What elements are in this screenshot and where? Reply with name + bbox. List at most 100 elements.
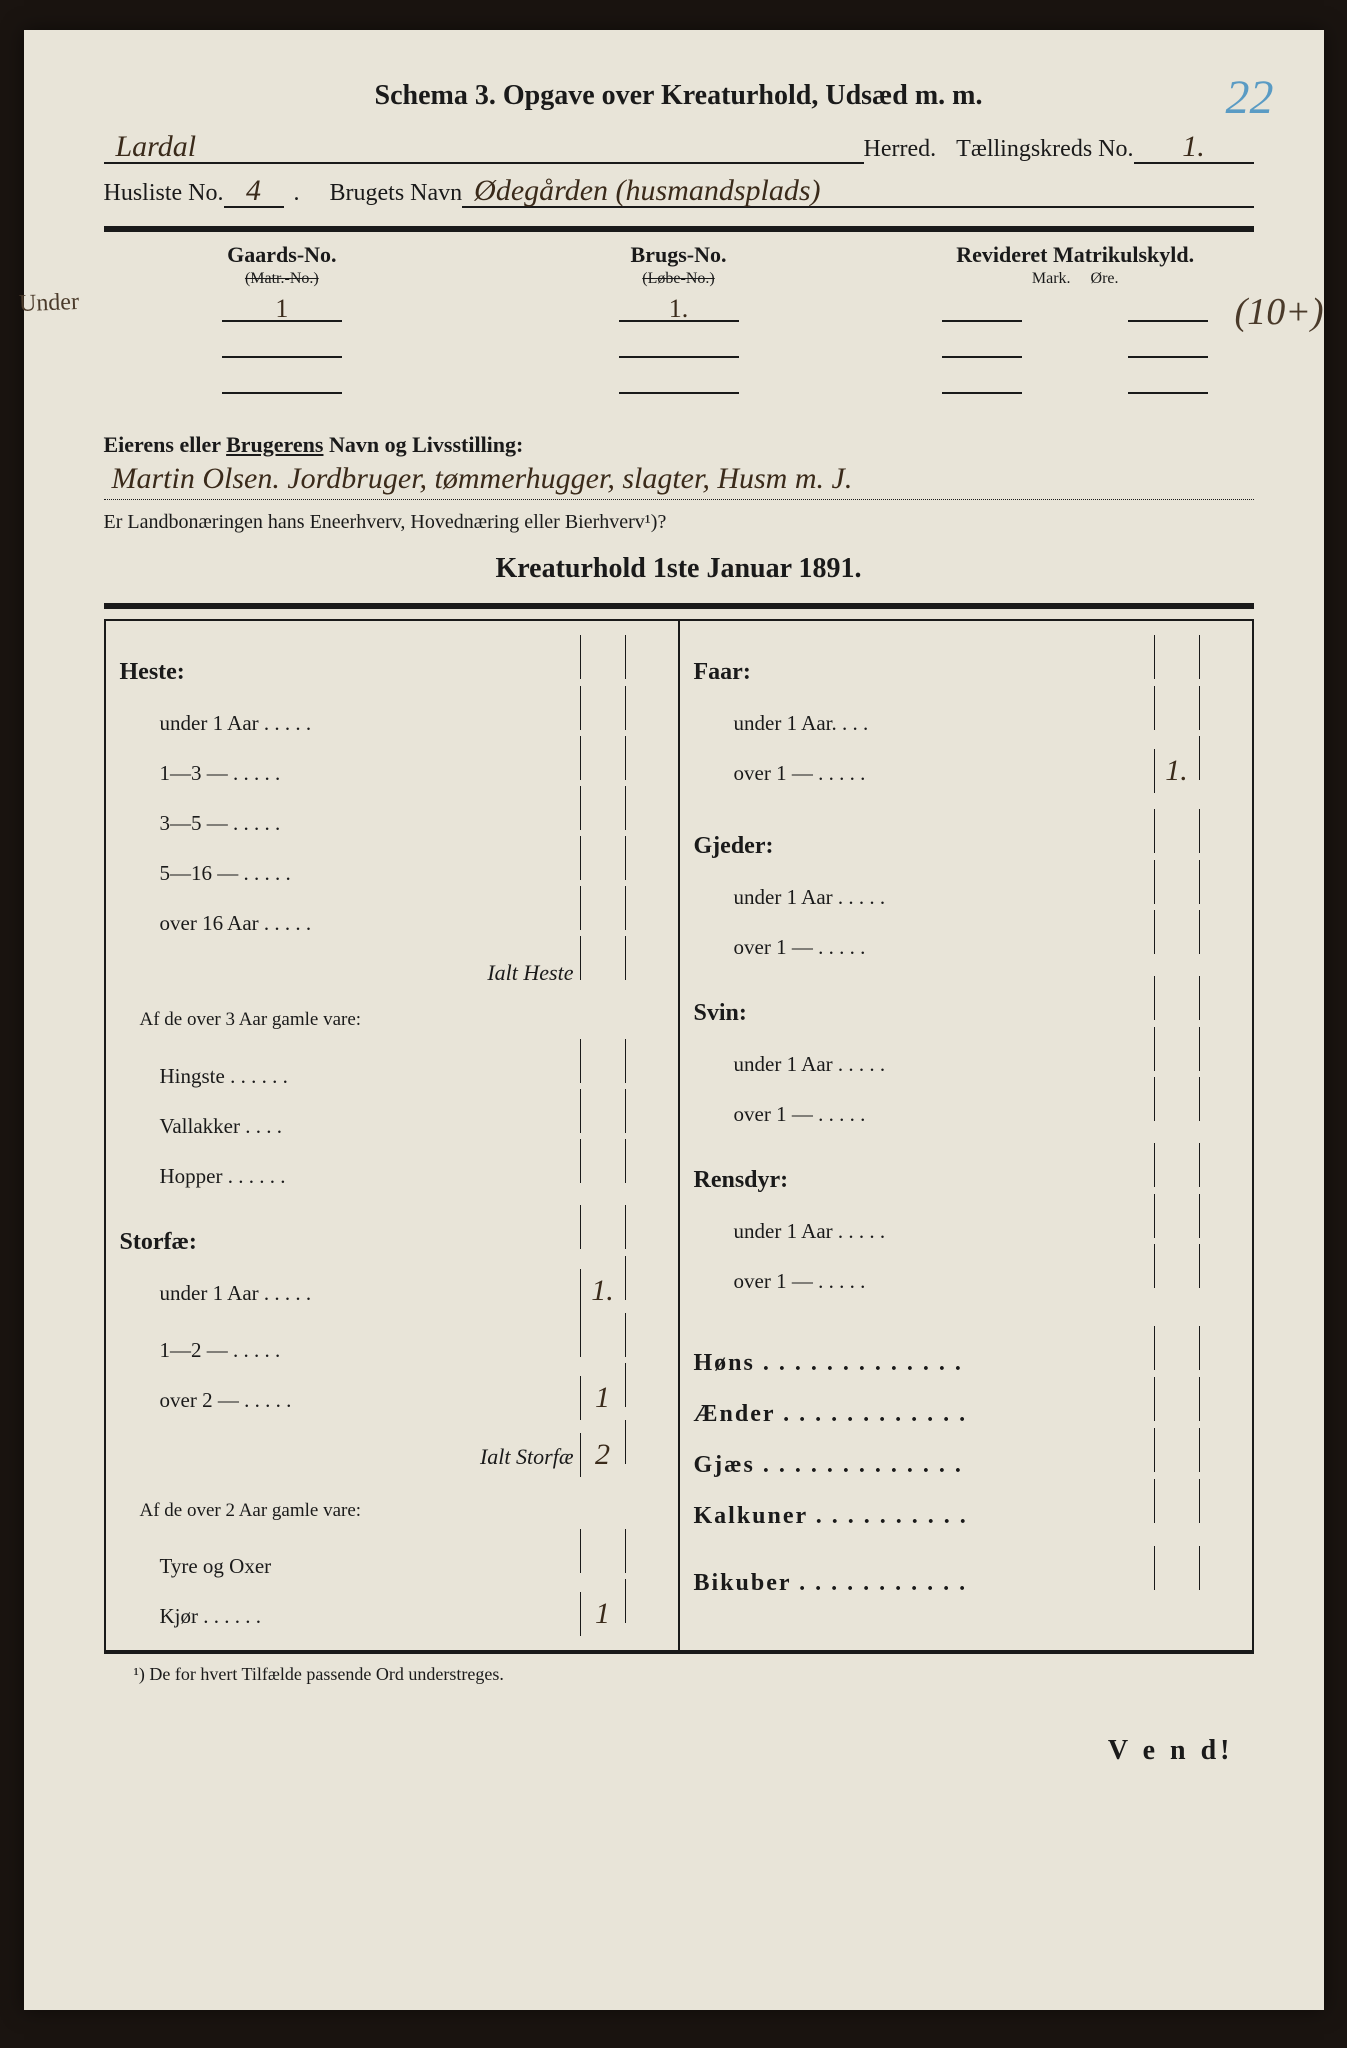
row-label: 1—3 — . . . . . xyxy=(120,761,580,786)
row-value-2 xyxy=(625,886,670,930)
brugets-label: Brugets Navn xyxy=(330,180,463,207)
row-value-2 xyxy=(1199,860,1244,904)
row-value-2 xyxy=(1199,1027,1244,1071)
row-value-2 xyxy=(625,1039,670,1083)
row-label: under 1 Aar . . . . . xyxy=(694,1219,1154,1244)
matrikul-headers: Gaards-No. (Matr.-No.) 1 Brugs-No. (Løbe… xyxy=(104,242,1254,402)
row-value-1 xyxy=(580,736,625,780)
table-row: Vallakker . . . . xyxy=(120,1089,670,1139)
row-label: Hingste . . . . . . xyxy=(120,1064,580,1089)
row-value-2 xyxy=(1199,1479,1244,1523)
rev-hdr: Revideret Matrikulskyld. xyxy=(897,242,1254,268)
row-value-2 xyxy=(625,1089,670,1133)
table-row: 3—5 — . . . . . xyxy=(120,786,670,836)
heste-subnote: Af de over 3 Aar gamle vare: xyxy=(120,1008,670,1033)
rev-sub: Mark. Øre. xyxy=(897,270,1254,288)
table-row: under 1 Aar. . . . xyxy=(694,686,1244,736)
row-value-1: 1 xyxy=(580,1592,625,1636)
occupation-question: Er Landbonæringen hans Eneerhverv, Hoved… xyxy=(104,508,1254,535)
row-value-2 xyxy=(1199,686,1244,730)
gaards-val-3 xyxy=(222,366,342,394)
table-row: 1—3 — . . . . . xyxy=(120,736,670,786)
kreaturhold-title: Kreaturhold 1ste Januar 1891. xyxy=(104,553,1254,585)
row-label: under 1 Aar . . . . . xyxy=(694,885,1154,910)
row-value-2 xyxy=(625,686,670,730)
rule-2 xyxy=(104,603,1254,609)
taellingskreds-value: 1. xyxy=(1134,132,1254,164)
table-row: over 1 — . . . . . xyxy=(694,1077,1244,1127)
table-row: Hopper . . . . . . xyxy=(120,1139,670,1189)
row-label: Kalkuner . . . . . . . . . . xyxy=(694,1503,1154,1530)
gjeder-hdr: Gjeder: xyxy=(694,833,1154,860)
row-value-1: 1. xyxy=(580,1269,625,1313)
table-row: under 1 Aar . . . . . xyxy=(694,860,1244,910)
table-row: Kjør . . . . . .1 xyxy=(120,1579,670,1636)
table-row: under 1 Aar . . . . . xyxy=(694,1027,1244,1077)
herred-label: Herred. xyxy=(864,136,937,163)
row-value-1 xyxy=(580,686,625,730)
rule-3 xyxy=(104,1650,1254,1654)
row-label: over 1 — . . . . . xyxy=(694,935,1154,960)
row-value-1 xyxy=(580,886,625,930)
herred-value: Lardal xyxy=(104,132,864,164)
table-row: over 1 — . . . . . xyxy=(694,1244,1244,1294)
row-label: Tyre og Oxer xyxy=(120,1554,580,1579)
row-value-1 xyxy=(1154,1077,1199,1121)
row-label: under 1 Aar . . . . . xyxy=(120,711,580,736)
rensdyr-hdr: Rensdyr: xyxy=(694,1167,1154,1194)
row-value-1: 1. xyxy=(1154,749,1199,793)
row-value-1 xyxy=(1154,1027,1199,1071)
faar-hdr: Faar: xyxy=(694,659,1154,686)
row-value-2 xyxy=(625,1529,670,1573)
row-label: Vallakker . . . . xyxy=(120,1114,580,1139)
row-value-2 xyxy=(1199,736,1244,780)
row-label: 3—5 — . . . . . xyxy=(120,811,580,836)
table-row: over 2 — . . . . .1 xyxy=(120,1363,670,1420)
row-label: 1—2 — . . . . . xyxy=(120,1338,580,1363)
row-value-2 xyxy=(625,1579,670,1623)
right-column: Faar: under 1 Aar. . . .over 1 — . . . .… xyxy=(680,621,1252,1650)
storfae-hdr: Storfæ: xyxy=(120,1229,580,1256)
table-row: Høns . . . . . . . . . . . . . xyxy=(694,1326,1244,1377)
line-husliste: Husliste No. 4 . Brugets Navn Ødegården … xyxy=(104,176,1254,208)
heste-hdr: Heste: xyxy=(120,659,580,686)
row-label: Høns . . . . . . . . . . . . . xyxy=(694,1350,1154,1377)
husliste-label: Husliste No. xyxy=(104,180,224,207)
owner-value: Martin Olsen. Jordbruger, tømmerhugger, … xyxy=(104,462,1254,500)
rule-1 xyxy=(104,226,1254,232)
row-label: 5—16 — . . . . . xyxy=(120,861,580,886)
row-value-2 xyxy=(625,1313,670,1357)
gaards-val-1: 1 xyxy=(222,294,342,322)
row-label: over 2 — . . . . . xyxy=(120,1388,580,1413)
margin-note: Under xyxy=(18,289,79,318)
livestock-table: Heste: under 1 Aar . . . . . 1—3 — . . . … xyxy=(104,619,1254,1650)
form-title: Schema 3. Opgave over Kreaturhold, Udsæd… xyxy=(104,80,1254,112)
brugs-val-3 xyxy=(619,366,739,394)
table-row: 5—16 — . . . . . xyxy=(120,836,670,886)
row-label: Hopper . . . . . . xyxy=(120,1164,580,1189)
row-value-1 xyxy=(1154,1326,1199,1370)
row-value-1 xyxy=(1154,686,1199,730)
table-row: under 1 Aar . . . . . xyxy=(694,1194,1244,1244)
svin-hdr: Svin: xyxy=(694,1000,1154,1027)
storfae-subnote: Af de over 2 Aar gamle vare: xyxy=(120,1499,670,1524)
left-column: Heste: under 1 Aar . . . . . 1—3 — . . . … xyxy=(106,621,680,1650)
table-row: under 1 Aar . . . . .1. xyxy=(120,1256,670,1313)
row-value-2 xyxy=(1199,1194,1244,1238)
table-row: Kalkuner . . . . . . . . . . xyxy=(694,1479,1244,1530)
row-value-1 xyxy=(580,1089,625,1133)
row-value-2 xyxy=(625,1363,670,1407)
husliste-value: 4 xyxy=(224,176,284,208)
brugs-col: Brugs-No. (Løbe-No.) 1. xyxy=(500,242,857,402)
table-row: over 16 Aar . . . . . xyxy=(120,886,670,936)
row-value-1 xyxy=(1154,910,1199,954)
row-label: over 1 — . . . . . xyxy=(694,761,1154,786)
taellingskreds-label: Tællingskreds No. xyxy=(956,136,1133,163)
row-value-1 xyxy=(1154,860,1199,904)
bikuber-label: Bikuber . . . . . . . . . . . xyxy=(694,1570,1154,1597)
row-label: Ænder . . . . . . . . . . . . xyxy=(694,1401,1154,1428)
table-row: over 1 — . . . . .1. xyxy=(694,736,1244,793)
row-value-1 xyxy=(580,1313,625,1357)
brugets-value: Ødegården (husmandsplads) xyxy=(462,176,1253,208)
page-number-annotation: 22 xyxy=(1226,70,1274,125)
